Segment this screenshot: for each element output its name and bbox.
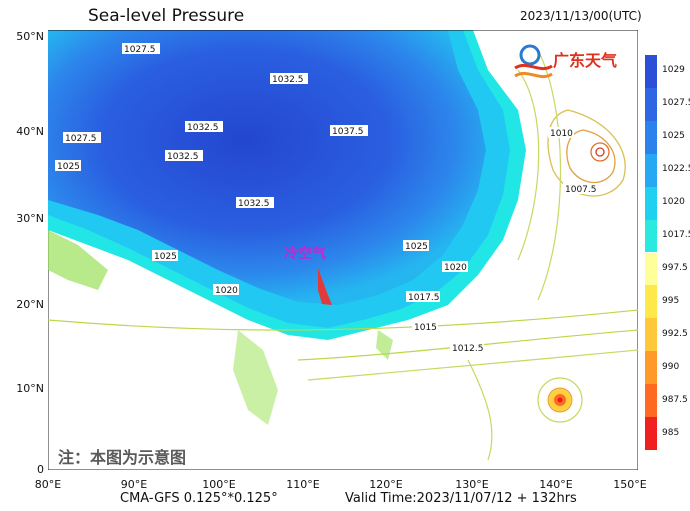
- isobar-label: 1012.5: [452, 344, 484, 354]
- lon-label: 140°E: [539, 478, 573, 491]
- brand-name: 广东天气: [553, 51, 618, 70]
- lat-label: 50°N: [16, 30, 44, 43]
- lat-label: 20°N: [16, 298, 44, 311]
- lon-label: 100°E: [202, 478, 236, 491]
- colorbar-segment: [645, 318, 657, 352]
- isobar-label: 1020: [215, 286, 238, 296]
- cold-air-label: 冷空气: [284, 246, 326, 262]
- lon-label: 110°E: [286, 478, 320, 491]
- colorbar-label: 1029: [662, 65, 685, 76]
- colorbar-segment: [645, 351, 657, 385]
- valid-time-label: Valid Time:2023/11/07/12 + 132hrs: [345, 491, 577, 506]
- isobar-label: 1032.5: [272, 75, 304, 85]
- pressure-colorbar: [645, 55, 657, 450]
- lat-label: 10°N: [16, 382, 44, 395]
- isobar-label: 1032.5: [187, 123, 219, 133]
- isobar-label: 1027.5: [65, 134, 97, 144]
- isobar-label: 1032.5: [167, 152, 199, 162]
- datetime-label: 2023/11/13/00(UTC): [520, 9, 642, 23]
- colorbar-label: 987.5: [662, 394, 688, 405]
- isobar-label: 1025: [154, 252, 177, 262]
- lat-label: 0: [37, 463, 44, 476]
- isobar-label: 1037.5: [332, 127, 364, 137]
- lon-label: 90°E: [120, 478, 148, 491]
- schematic-note: 注：本图为示意图: [58, 448, 187, 467]
- lon-label: 130°E: [455, 478, 489, 491]
- colorbar-segment: [645, 417, 657, 450]
- colorbar-label: 1017.5: [662, 230, 690, 241]
- colorbar-label: 985: [662, 427, 680, 438]
- colorbar-label: 990: [662, 361, 680, 372]
- isobar-label: 1032.5: [238, 199, 270, 209]
- cold-high-core: [48, 30, 486, 305]
- colorbar-segment: [645, 186, 657, 220]
- colorbar-label: 1025: [662, 131, 685, 142]
- isobar-label: 1025: [57, 162, 80, 172]
- colorbar-segment: [645, 55, 657, 88]
- isobar-label: 1025: [405, 242, 428, 252]
- colorbar-label: 1027.5: [662, 98, 690, 109]
- colorbar-label: 1022.5: [662, 164, 690, 175]
- map-title: Sea-level Pressure: [88, 6, 245, 26]
- isobar-label: 1020: [444, 263, 467, 273]
- colorbar-segment: [645, 120, 657, 154]
- lon-label: 150°E: [613, 478, 647, 491]
- colorbar-segment: [645, 285, 657, 319]
- colorbar-segment: [645, 153, 657, 187]
- isobar-label: 1017.5: [408, 293, 440, 303]
- colorbar-segment: [645, 384, 657, 418]
- lat-label: 30°N: [16, 212, 44, 225]
- colorbar-label: 992.5: [662, 328, 688, 339]
- isobar-label: 1027.5: [124, 45, 156, 55]
- isobar-label: 1007.5: [565, 185, 597, 195]
- pressure-map: [48, 30, 638, 470]
- lon-label: 120°E: [369, 478, 403, 491]
- colorbar-segment: [645, 87, 657, 121]
- guangdong-weather-logo-icon: [514, 44, 553, 79]
- colorbar-label: 995: [662, 295, 680, 306]
- colorbar-segment: [645, 219, 657, 253]
- colorbar-segment: [645, 252, 657, 286]
- colorbar-label: 1020: [662, 197, 685, 208]
- model-label: CMA-GFS 0.125°*0.125°: [120, 491, 278, 506]
- isobar-label: 1015: [414, 323, 437, 333]
- isobar-label: 1010: [550, 129, 573, 139]
- lon-label: 80°E: [34, 478, 62, 491]
- lat-label: 40°N: [16, 125, 44, 138]
- colorbar-label: 997.5: [662, 262, 688, 273]
- cold-air-arrow: [318, 268, 332, 305]
